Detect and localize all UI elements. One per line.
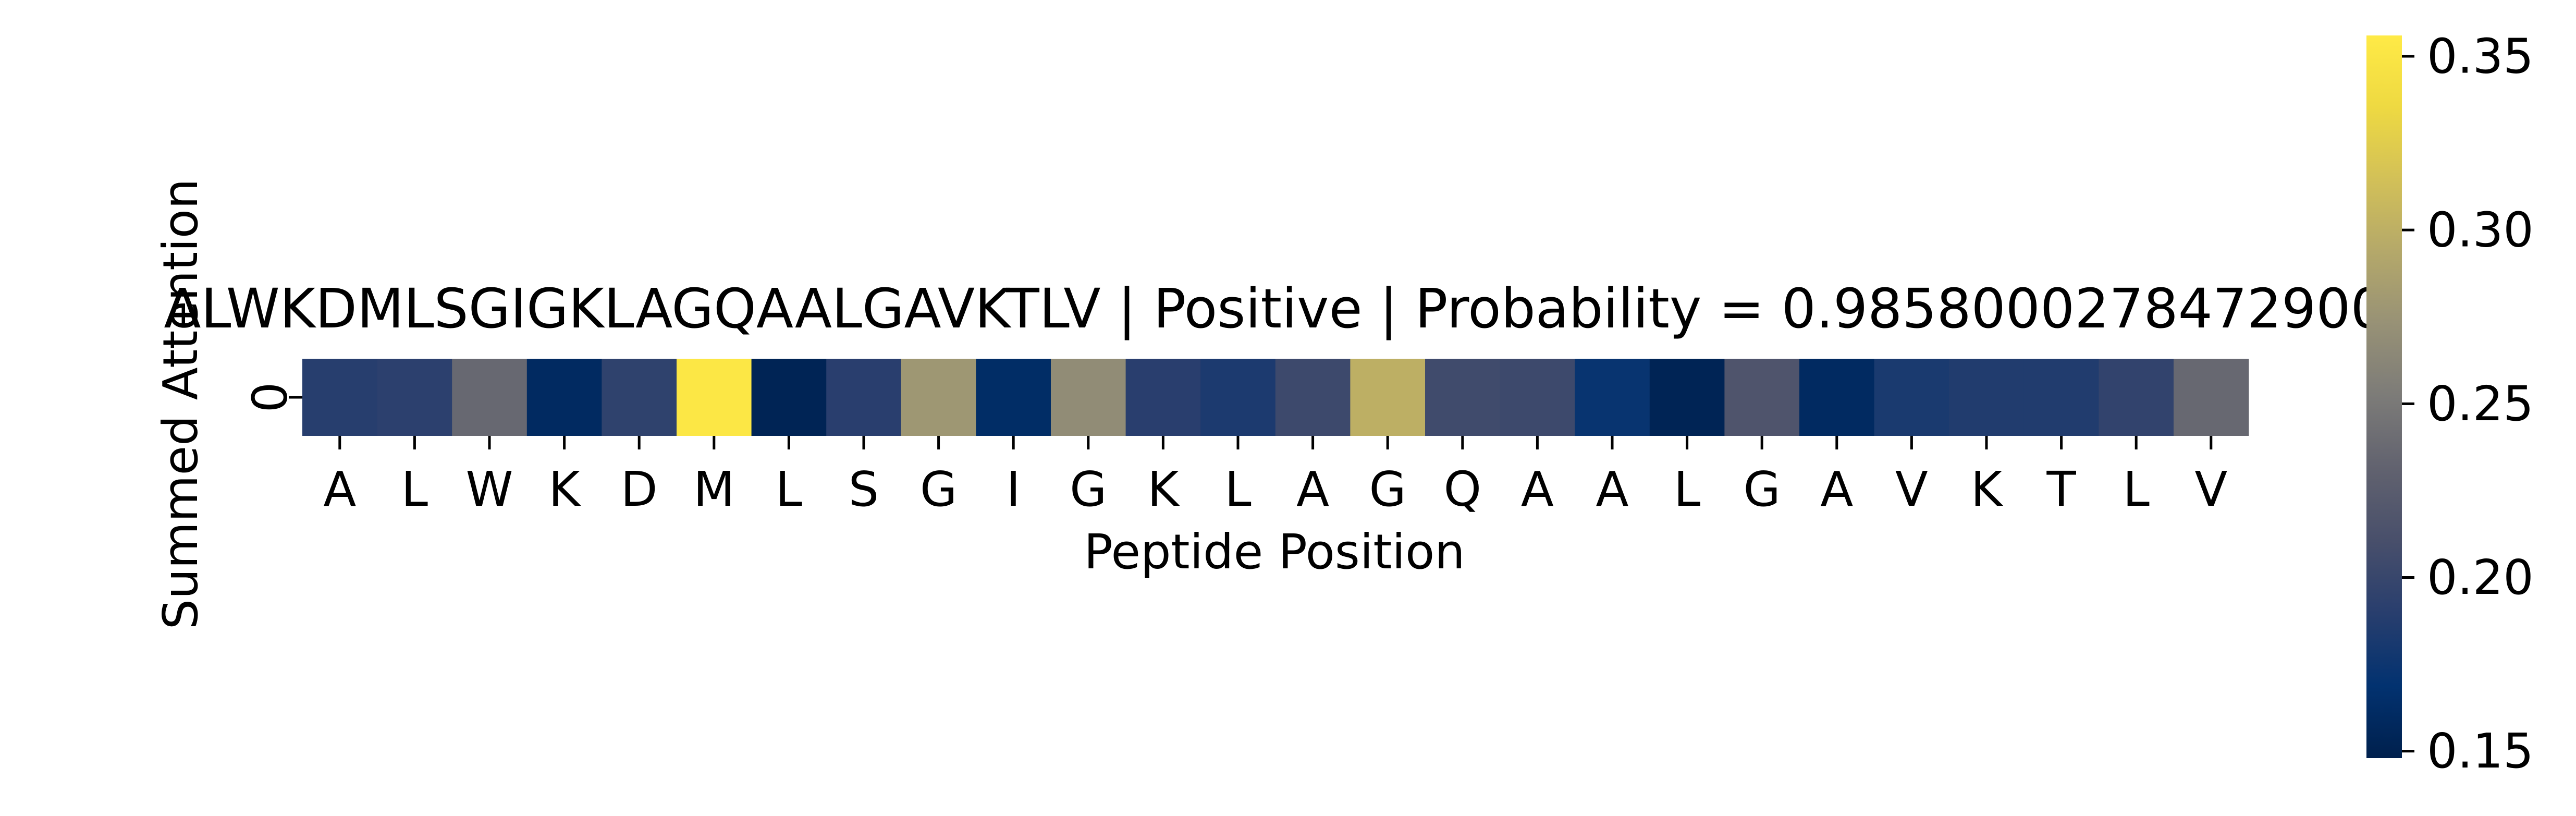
heatmap-cells xyxy=(302,359,2249,436)
heatmap-cell xyxy=(1649,359,1725,436)
heatmap-cell xyxy=(1125,359,1201,436)
heatmap-cell xyxy=(1275,359,1351,436)
heatmap-cell xyxy=(302,359,378,436)
x-tick-label: W xyxy=(466,461,513,517)
x-tick-label: V xyxy=(2194,461,2227,517)
chart-title: ALWKDMLSGIGKLAGQAALGAVKTLV | Positive | … xyxy=(164,277,2385,340)
colorbar-tick-label: 0.35 xyxy=(2427,28,2534,84)
x-tick-label: K xyxy=(548,461,581,517)
heatmap-cell xyxy=(1350,359,1426,436)
x-tick-label: G xyxy=(1070,461,1107,517)
y-axis-ticks: 0 xyxy=(242,382,302,413)
x-tick-label: D xyxy=(621,461,658,517)
x-tick-label: T xyxy=(2046,461,2076,517)
x-tick-label: A xyxy=(1521,461,1554,517)
colorbar-tick-label: 0.25 xyxy=(2427,376,2534,432)
x-tick-label: G xyxy=(920,461,957,517)
x-tick-label: L xyxy=(776,461,802,517)
heatmap-cell xyxy=(2099,359,2174,436)
colorbar-tick-label: 0.20 xyxy=(2427,550,2534,605)
heatmap-cell xyxy=(1575,359,1650,436)
y-tick-label: 0 xyxy=(242,382,298,413)
x-tick-label: A xyxy=(1820,461,1853,517)
colorbar-ticks: 0.15 0.20 0.25 0.30 0.35 xyxy=(2402,28,2534,779)
x-tick-label: L xyxy=(401,461,428,517)
x-tick-label: I xyxy=(1007,461,1021,517)
heatmap-cell xyxy=(452,359,528,436)
heatmap-cell xyxy=(826,359,902,436)
heatmap-cell xyxy=(1724,359,1800,436)
y-axis-label: Summed Attention xyxy=(153,179,208,630)
heatmap-cell xyxy=(751,359,827,436)
heatmap-cell xyxy=(602,359,677,436)
x-tick-label: A xyxy=(1296,461,1329,517)
colorbar xyxy=(2366,35,2402,758)
heatmap-cell xyxy=(901,359,977,436)
heatmap-cell xyxy=(1051,359,1126,436)
heatmap-cell xyxy=(526,359,603,436)
colorbar-tick-label: 0.30 xyxy=(2427,202,2534,258)
heatmap-cell xyxy=(1500,359,1575,436)
heatmap-cell xyxy=(1799,359,1875,436)
x-tick-label: A xyxy=(1596,461,1629,517)
x-tick-label: V xyxy=(1895,461,1928,517)
x-tick-label: M xyxy=(693,461,734,517)
heatmap-cell xyxy=(377,359,452,436)
x-tick-label: K xyxy=(1147,461,1180,517)
x-tick-label: Q xyxy=(1444,461,1481,517)
x-tick-label: K xyxy=(1971,461,2004,517)
heatmap-cell xyxy=(1949,359,2025,436)
heatmap-cell xyxy=(2174,359,2249,436)
heatmap-cell xyxy=(677,359,752,436)
heatmap-cell xyxy=(1200,359,1276,436)
heatmap-cell xyxy=(1874,359,1949,436)
x-tick-label: L xyxy=(1674,461,1700,517)
colorbar-tick-label: 0.15 xyxy=(2427,723,2534,779)
heatmap-cell xyxy=(2023,359,2100,436)
heatmap-cell xyxy=(976,359,1051,436)
heatmap-cell xyxy=(1425,359,1501,436)
x-tick-label: G xyxy=(1744,461,1781,517)
x-tick-label: L xyxy=(1224,461,1251,517)
x-axis-label: Peptide Position xyxy=(1084,524,1465,580)
x-tick-label: L xyxy=(2123,461,2150,517)
x-tick-label: S xyxy=(849,461,879,517)
x-tick-label: A xyxy=(323,461,356,517)
x-tick-label: G xyxy=(1369,461,1406,517)
